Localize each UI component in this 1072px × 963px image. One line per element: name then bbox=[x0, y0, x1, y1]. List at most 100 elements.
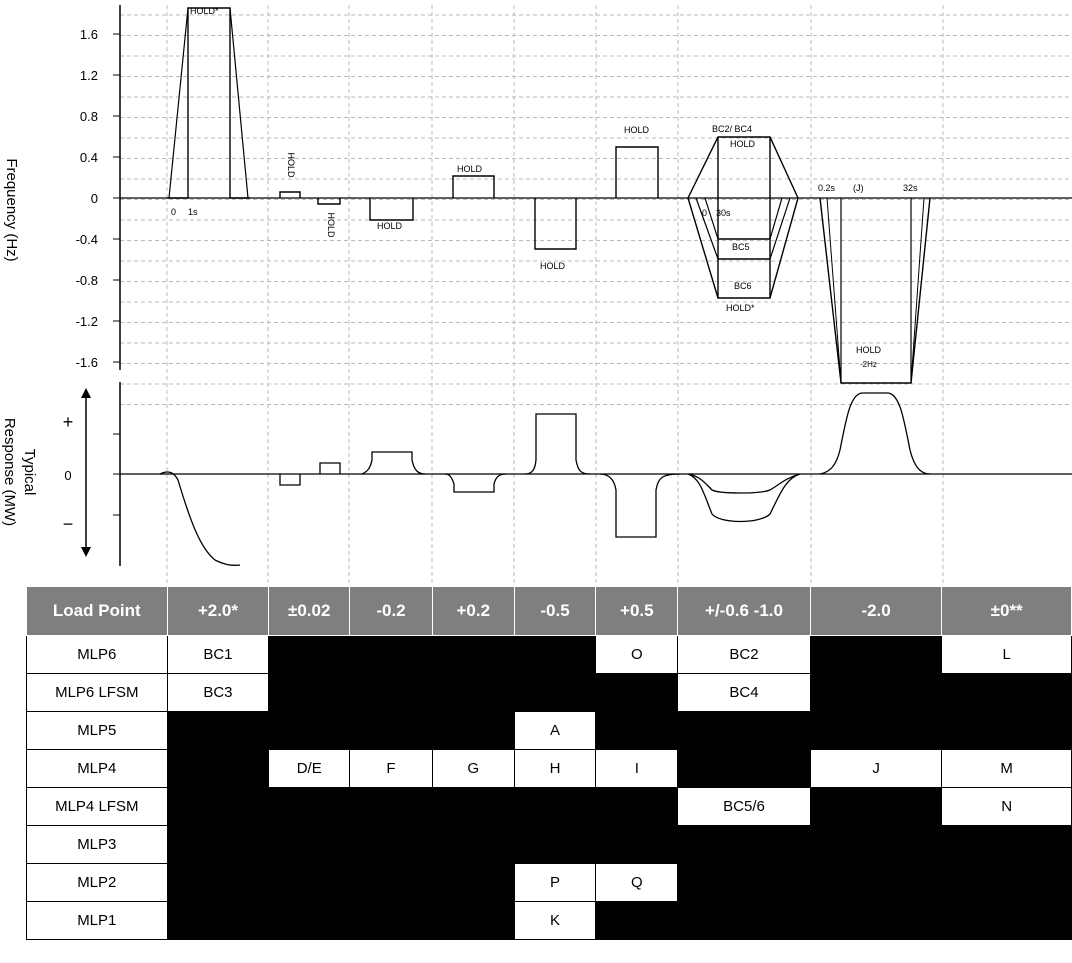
response-pm0-02-a bbox=[279, 474, 301, 486]
response-minus-label: − bbox=[63, 514, 74, 534]
response-curves bbox=[159, 392, 931, 566]
test-case-cell: M bbox=[941, 749, 1072, 788]
table-row: MLP6 LFSM BC3 BC4 bbox=[26, 673, 1072, 712]
tick-label--1.6: -1.6 bbox=[76, 355, 98, 370]
empty-cell bbox=[349, 673, 433, 712]
empty-cell bbox=[595, 825, 679, 864]
test-case-cell: G bbox=[431, 749, 515, 788]
table-row: MLP2 P Q bbox=[26, 863, 1072, 902]
empty-cell bbox=[268, 787, 351, 826]
test-case-cell: D/E bbox=[268, 749, 351, 788]
bc2-bc4-label: BC2/ BC4 bbox=[712, 124, 752, 134]
table-row: MLP1 K bbox=[26, 901, 1072, 940]
empty-cell bbox=[941, 863, 1072, 902]
ramp-line bbox=[769, 197, 791, 260]
response-plus0-2 bbox=[444, 473, 507, 493]
header-cell-4: +0.2 bbox=[431, 586, 515, 636]
header-cell-2: ±0.02 bbox=[268, 586, 351, 636]
tick-label--0.8: -0.8 bbox=[76, 273, 98, 288]
test-j-label: (J) bbox=[853, 183, 864, 193]
response-pm0-02-b bbox=[319, 462, 341, 474]
profile-minus2 bbox=[819, 197, 931, 384]
load-point-label: MLP6 bbox=[26, 635, 168, 674]
empty-cell bbox=[166, 863, 270, 902]
empty-cell bbox=[349, 863, 433, 902]
response-plus2 bbox=[159, 471, 241, 566]
test-case-cell: BC4 bbox=[677, 673, 811, 712]
empty-cell bbox=[677, 863, 811, 902]
header-cell-8: -2.0 bbox=[809, 586, 943, 636]
empty-cell bbox=[268, 635, 351, 674]
empty-cell bbox=[809, 825, 943, 864]
frequency-profiles bbox=[167, 7, 931, 384]
empty-cell bbox=[677, 749, 811, 788]
empty-cell bbox=[268, 673, 351, 712]
empty-cell bbox=[941, 901, 1072, 940]
empty-cell bbox=[595, 673, 679, 712]
tick-label-0.8: 0.8 bbox=[80, 109, 98, 124]
test-case-cell: BC5/6 bbox=[677, 787, 811, 826]
empty-cell bbox=[349, 825, 433, 864]
hold-label-plus0-02: HOLD bbox=[286, 152, 296, 178]
response-arrow-up bbox=[81, 388, 91, 398]
response-minus0-2 bbox=[361, 451, 426, 475]
ramp-line bbox=[769, 197, 783, 240]
tick-label-0: 0 bbox=[91, 191, 98, 206]
hold-label-minus2: HOLD bbox=[856, 345, 882, 355]
empty-cell bbox=[431, 711, 515, 750]
empty-cell bbox=[349, 787, 433, 826]
profile-plus0-5 bbox=[615, 146, 659, 198]
empty-cell bbox=[166, 825, 270, 864]
ramp-line bbox=[704, 197, 719, 240]
table-row: MLP3 bbox=[26, 825, 1072, 864]
empty-cell bbox=[941, 673, 1072, 712]
empty-cell bbox=[595, 787, 679, 826]
hold-label-minus0-02: HOLD bbox=[326, 212, 336, 238]
ramp-line bbox=[695, 197, 719, 260]
header-cell-0: Load Point bbox=[26, 586, 168, 636]
empty-cell bbox=[809, 787, 943, 826]
hold-label-bc6: HOLD* bbox=[726, 303, 755, 313]
table-row: MLP4 LFSM BC5/6 N bbox=[26, 787, 1072, 826]
hold-label-bc2-bc4: HOLD bbox=[730, 139, 756, 149]
hold-label-plus0-2: HOLD bbox=[457, 164, 483, 174]
load-point-label: MLP1 bbox=[26, 901, 168, 940]
load-point-label: MLP4 LFSM bbox=[26, 787, 168, 826]
response-minus2 bbox=[819, 392, 931, 475]
empty-cell bbox=[677, 711, 811, 750]
load-point-label: MLP6 LFSM bbox=[26, 673, 168, 712]
response-plus0-5 bbox=[599, 473, 681, 538]
test-case-cell: P bbox=[513, 863, 597, 902]
empty-cell bbox=[809, 901, 943, 940]
header-cell-9: ±0** bbox=[941, 586, 1072, 636]
hold-label-minus0-2: HOLD bbox=[377, 221, 403, 231]
test-case-cell: H bbox=[513, 749, 597, 788]
tick-label-0.4: 0.4 bbox=[80, 150, 98, 165]
bc5-label: BC5 bbox=[732, 242, 750, 252]
frequency-axis-label: Frequency (Hz) bbox=[3, 158, 20, 262]
header-cell-3: -0.2 bbox=[349, 586, 433, 636]
test-case-cell: F bbox=[349, 749, 433, 788]
empty-cell bbox=[677, 825, 811, 864]
empty-cell bbox=[431, 825, 515, 864]
profile-plus0-2 bbox=[452, 175, 495, 198]
tick-label--0.4: -0.4 bbox=[76, 232, 98, 247]
table-row: MLP5 A bbox=[26, 711, 1072, 750]
time-label-1s: 1s bbox=[188, 207, 198, 217]
profile-plus2 bbox=[167, 7, 250, 199]
load-point-label: MLP4 bbox=[26, 749, 168, 788]
profile-minus0-02 bbox=[317, 198, 341, 205]
empty-cell bbox=[513, 787, 597, 826]
ramp-line bbox=[229, 7, 249, 199]
test-case-cell: J bbox=[809, 749, 943, 788]
empty-cell bbox=[809, 673, 943, 712]
response-axis-label-line2: Response (MW) bbox=[1, 417, 18, 527]
hold-label-minus2hz: -2Hz bbox=[860, 360, 877, 369]
empty-cell bbox=[268, 825, 351, 864]
header-cell-7: +/-0.6 -1.0 bbox=[677, 586, 811, 636]
test-case-cell: N bbox=[941, 787, 1072, 826]
load-point-label: MLP3 bbox=[26, 825, 168, 864]
empty-cell bbox=[166, 711, 270, 750]
empty-cell bbox=[513, 673, 597, 712]
empty-cell bbox=[166, 787, 270, 826]
